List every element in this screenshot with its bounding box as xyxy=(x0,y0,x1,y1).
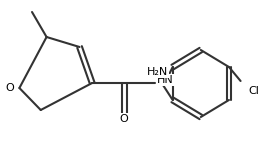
Text: HN: HN xyxy=(157,75,174,85)
Text: Cl: Cl xyxy=(248,86,259,96)
Text: O: O xyxy=(6,83,15,93)
Text: H₂N: H₂N xyxy=(147,67,168,77)
Text: O: O xyxy=(120,114,128,124)
